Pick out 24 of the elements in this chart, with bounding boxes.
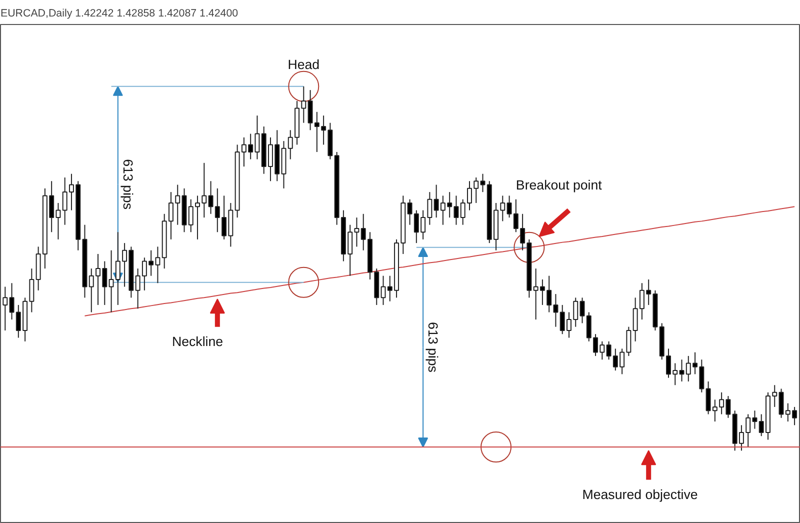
candlestick	[2, 286, 8, 331]
candlestick	[580, 297, 585, 324]
candlestick	[135, 268, 140, 310]
annotation: Neckline	[172, 334, 224, 349]
annotation: 613 pips	[120, 159, 136, 210]
annotation: Breakout point	[516, 177, 602, 192]
candlestick	[573, 297, 578, 328]
candlestick	[772, 384, 778, 408]
candlestick	[380, 275, 386, 306]
candlestick	[288, 130, 293, 160]
candlestick	[460, 198, 466, 226]
candlestick	[208, 180, 214, 214]
annotation: 613 pips	[426, 322, 441, 373]
candlestick	[480, 173, 486, 193]
candlestick	[354, 217, 360, 248]
chart-title: EURCAD,Daily 1.42242 1.42858 1.42087 1.42400	[0, 8, 238, 20]
point	[480, 432, 512, 462]
candlestick	[214, 188, 220, 233]
point	[514, 232, 545, 263]
candlestick	[699, 359, 704, 393]
text: Head	[288, 57, 320, 72]
point	[288, 266, 320, 298]
point	[288, 70, 320, 102]
text: Measured objective	[582, 486, 698, 502]
